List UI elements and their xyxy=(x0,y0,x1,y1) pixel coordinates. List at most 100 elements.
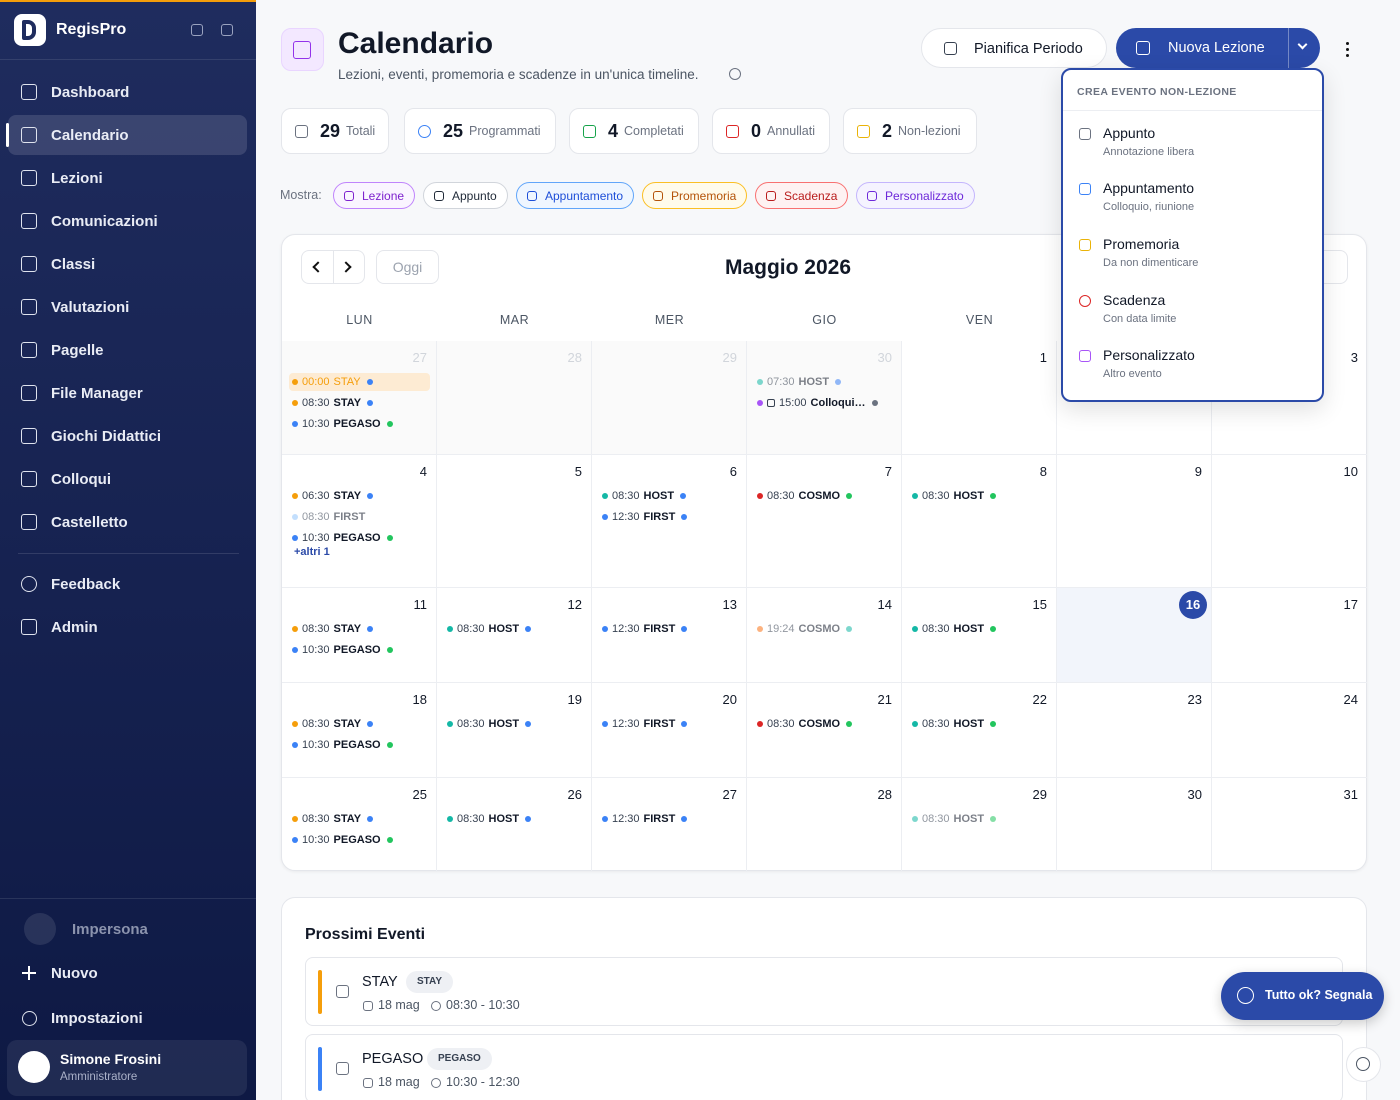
calendar-event[interactable]: 10:30 PEGASO xyxy=(289,831,430,849)
calendar-event[interactable]: 12:30 FIRST xyxy=(599,715,740,733)
day-cell[interactable]: 13 12:30 FIRST xyxy=(592,588,747,683)
calendar-event[interactable]: 12:30 FIRST xyxy=(599,810,740,828)
calendar-event[interactable]: 10:30 PEGASO xyxy=(289,529,430,547)
kebab-dot[interactable] xyxy=(1346,48,1349,51)
calendar-event[interactable]: 08:30 HOST xyxy=(599,487,740,505)
day-cell[interactable]: 26 08:30 HOST xyxy=(437,778,592,872)
day-cell[interactable]: 20 12:30 FIRST xyxy=(592,683,747,778)
calendar-event[interactable]: 00:00 STAY xyxy=(289,373,430,391)
impersonate[interactable]: Impersona xyxy=(72,921,148,938)
filter-chip[interactable]: Personalizzato xyxy=(856,182,975,209)
nav-item[interactable]: Comunicazioni xyxy=(51,212,158,230)
nav-item[interactable]: Dashboard xyxy=(51,83,130,101)
feedback-button[interactable]: Tutto ok? Segnala xyxy=(1221,972,1384,1020)
nav-item[interactable]: Calendario xyxy=(8,115,247,155)
calendar-event[interactable]: 08:30 STAY xyxy=(289,715,430,733)
day-cell[interactable]: 14 19:24 COSMO xyxy=(747,588,902,683)
day-cell[interactable]: 7 08:30 COSMO xyxy=(747,455,902,588)
day-cell[interactable]: 24 xyxy=(1212,683,1367,778)
day-cell[interactable]: 10 xyxy=(1212,455,1367,588)
nav-item[interactable]: File Manager xyxy=(51,384,143,402)
calendar-event[interactable]: 19:24 COSMO xyxy=(754,620,895,638)
day-cell[interactable]: 16 xyxy=(1057,588,1212,683)
filter-chip[interactable]: Promemoria xyxy=(642,182,748,209)
today-button[interactable]: Oggi xyxy=(376,250,439,284)
filter-chip[interactable]: Appuntamento xyxy=(516,182,635,209)
day-cell[interactable]: 4 06:30 STAY 08:30 FIRST 10:30 PEGASO +altri 1 xyxy=(282,455,437,588)
day-cell[interactable]: 28 xyxy=(747,778,902,872)
nav-item[interactable]: Giochi Didattici xyxy=(51,427,162,445)
calendar-event[interactable]: 08:30 HOST xyxy=(909,620,1050,638)
day-cell[interactable]: 28 xyxy=(437,341,592,455)
day-cell[interactable]: 22 08:30 HOST xyxy=(902,683,1057,778)
cookie-button[interactable] xyxy=(1346,1047,1381,1082)
nav-item[interactable]: Classi xyxy=(51,255,96,273)
calendar-event[interactable]: 15:00 Colloqui… xyxy=(754,394,895,412)
day-cell[interactable]: 29 08:30 HOST xyxy=(902,778,1057,872)
day-cell[interactable]: 31 xyxy=(1212,778,1367,872)
day-cell[interactable]: 15 08:30 HOST xyxy=(902,588,1057,683)
day-cell[interactable]: 19 08:30 HOST xyxy=(437,683,592,778)
day-cell[interactable]: 27 12:30 FIRST xyxy=(592,778,747,872)
day-cell[interactable]: 12 08:30 HOST xyxy=(437,588,592,683)
day-cell[interactable]: 25 08:30 STAY 10:30 PEGASO xyxy=(282,778,437,872)
calendar-event[interactable]: 08:30 HOST xyxy=(909,715,1050,733)
calendar-event[interactable]: 08:30 COSMO xyxy=(754,487,895,505)
day-cell[interactable]: 9 xyxy=(1057,455,1212,588)
day-cell[interactable]: 6 08:30 HOST 12:30 FIRST xyxy=(592,455,747,588)
event-time: 08:30 xyxy=(302,718,330,730)
day-cell[interactable]: 30 xyxy=(1057,778,1212,872)
calendar-event[interactable]: 08:30 HOST xyxy=(444,715,585,733)
calendar-event[interactable]: 08:30 COSMO xyxy=(754,715,895,733)
calendar-event[interactable]: 10:30 PEGASO xyxy=(289,641,430,659)
calendar-event[interactable]: 08:30 HOST xyxy=(444,810,585,828)
calendar-event[interactable]: 10:30 PEGASO xyxy=(289,736,430,754)
filter-chip[interactable]: Appunto xyxy=(423,182,508,209)
day-cell[interactable]: 21 08:30 COSMO xyxy=(747,683,902,778)
day-cell[interactable]: 11 08:30 STAY 10:30 PEGASO xyxy=(282,588,437,683)
upcoming-item[interactable]: STAY STAY 18 mag 08:30 - 10:30 xyxy=(305,957,1343,1026)
plan-button[interactable]: Pianifica Periodo xyxy=(921,28,1107,68)
day-cell[interactable]: 23 xyxy=(1057,683,1212,778)
calendar-event[interactable]: 08:30 FIRST xyxy=(289,508,430,526)
nav-item[interactable]: Nuovo xyxy=(51,964,98,982)
nav-item[interactable]: Impostazioni xyxy=(51,1009,143,1027)
more-link[interactable]: +altri 1 xyxy=(294,546,330,558)
nav-item[interactable]: Colloqui xyxy=(51,470,111,488)
day-cell[interactable]: 3 xyxy=(1212,341,1367,455)
calendar-event[interactable]: 08:30 STAY xyxy=(289,620,430,638)
nav-item[interactable]: Admin xyxy=(51,618,98,636)
calendar-event[interactable]: 08:30 HOST xyxy=(909,487,1050,505)
day-cell[interactable]: 27 00:00 STAY 08:30 STAY 10:30 PEGASO xyxy=(282,341,437,455)
event-dot xyxy=(367,493,374,499)
calendar-event[interactable]: 12:30 FIRST xyxy=(599,620,740,638)
calendar-event[interactable]: 12:30 FIRST xyxy=(599,508,740,526)
calendar-event[interactable]: 08:30 STAY xyxy=(289,810,430,828)
day-cell[interactable]: 29 xyxy=(592,341,747,455)
nav-item[interactable]: Castelletto xyxy=(51,513,128,531)
day-cell[interactable]: 17 xyxy=(1212,588,1367,683)
icon xyxy=(344,191,354,201)
kebab-dot[interactable] xyxy=(1346,54,1349,57)
nav-item[interactable]: Feedback xyxy=(51,575,121,593)
day-cell[interactable]: 8 08:30 HOST xyxy=(902,455,1057,588)
calendar-event[interactable]: 08:30 HOST xyxy=(444,620,585,638)
filter-chip[interactable]: Scadenza xyxy=(755,182,849,209)
nav-item[interactable]: Pagelle xyxy=(51,341,104,359)
calendar-event[interactable]: 08:30 STAY xyxy=(289,394,430,412)
calendar-event[interactable]: 08:30 HOST xyxy=(909,810,1050,828)
event-dot xyxy=(871,400,878,406)
day-cell[interactable]: 30 07:30 HOST 15:00 Colloqui… xyxy=(747,341,902,455)
day-cell[interactable]: 1 xyxy=(902,341,1057,455)
day-cell[interactable]: 5 xyxy=(437,455,592,588)
kebab-dot[interactable] xyxy=(1346,42,1349,45)
upcoming-item[interactable]: PEGASO PEGASO 18 mag 10:30 - 12:30 xyxy=(305,1034,1343,1100)
calendar-event[interactable]: 10:30 PEGASO xyxy=(289,415,430,433)
nav-item[interactable]: Lezioni xyxy=(51,169,103,187)
calendar-event[interactable]: 06:30 STAY xyxy=(289,487,430,505)
filter-chip[interactable]: Lezione xyxy=(333,182,416,209)
day-cell[interactable]: 18 08:30 STAY 10:30 PEGASO xyxy=(282,683,437,778)
nav-item[interactable]: Valutazioni xyxy=(51,298,130,316)
calendar-event[interactable]: 07:30 HOST xyxy=(754,373,895,391)
new-lesson-button[interactable]: Nuova Lezione xyxy=(1116,28,1320,68)
